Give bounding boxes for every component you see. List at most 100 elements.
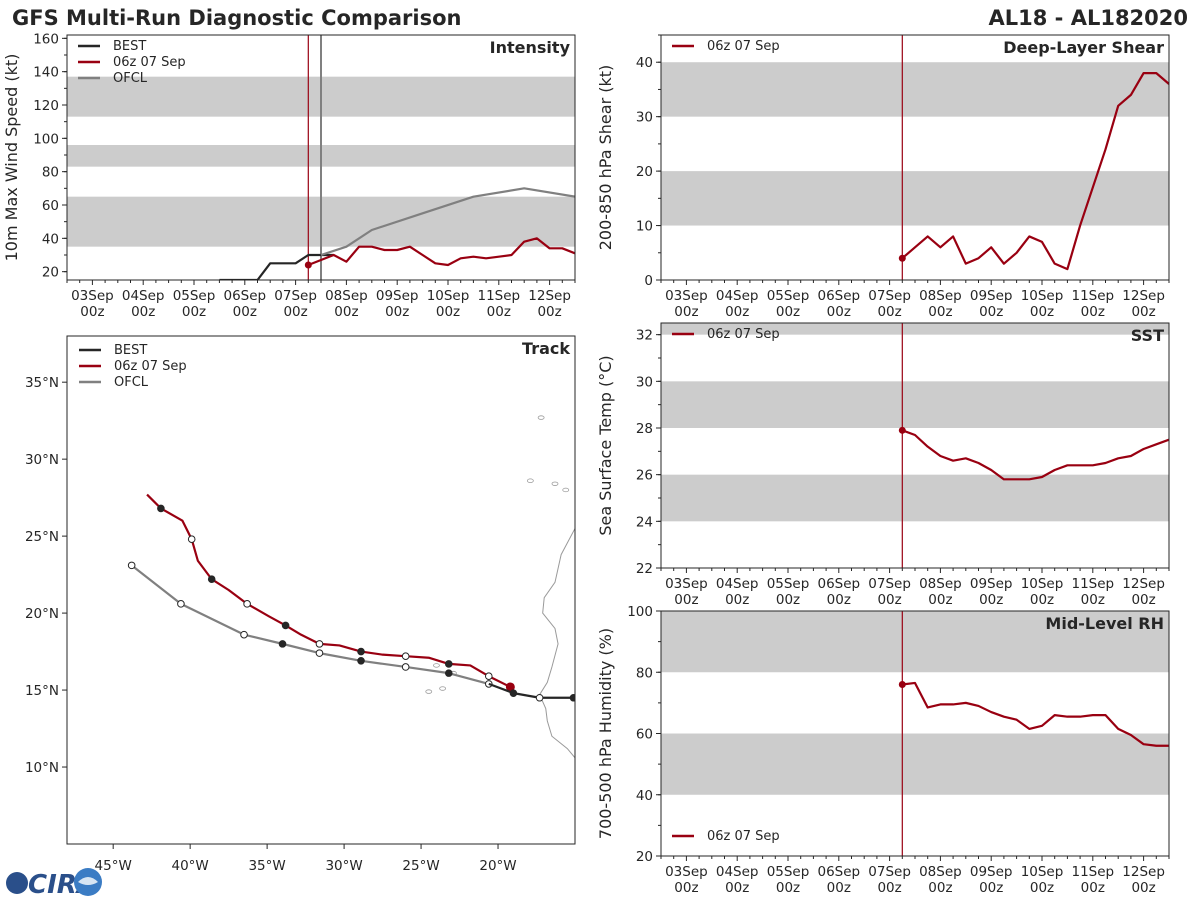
intensity-xtick-sublabel-0: 00z	[80, 304, 104, 320]
sst-xtick-label-0: 03Sep	[665, 576, 708, 592]
track-frame	[66, 335, 576, 845]
shear-xtick-label-6: 09Sep	[970, 288, 1013, 304]
track-series-2-marker-6	[240, 630, 248, 639]
track-series-0-marker-1	[535, 693, 544, 702]
shear-xtick-label-8: 11Sep	[1071, 288, 1114, 304]
shear-xtick-label-9: 12Sep	[1122, 288, 1165, 304]
shear-ytick-label-0: 0	[644, 273, 653, 289]
intensity-xtick-label-6: 09Sep	[376, 288, 419, 304]
sst-frame	[660, 322, 1170, 569]
sst-xtick-sublabel-5: 00z	[928, 592, 952, 608]
rh-xtick-label-4: 07Sep	[868, 864, 911, 880]
shear-xtick-sublabel-0: 00z	[674, 304, 698, 320]
africa-coastline	[539, 528, 575, 768]
shear-title: Deep-Layer Shear	[1003, 38, 1164, 57]
island-3	[587, 482, 593, 486]
shear-band-1	[661, 62, 1169, 117]
sst-xtick-sublabel-4: 00z	[877, 592, 901, 608]
track-title: Track	[522, 339, 570, 358]
intensity-ytick-label-2: 60	[42, 198, 59, 214]
rh-ytick-label-1: 40	[636, 788, 653, 804]
rh-xtick-sublabel-5: 00z	[928, 880, 952, 896]
rh-band-0	[661, 733, 1169, 795]
island-2	[562, 487, 570, 493]
track-series-1-marker-2	[444, 660, 453, 668]
track-series-1-marker-3	[401, 652, 410, 660]
rh-xtick-label-5: 08Sep	[919, 864, 962, 880]
intensity-xtick-label-0: 03Sep	[71, 288, 114, 304]
intensity-xtick-label-7: 10Sep	[427, 288, 470, 304]
track-ytick-label-4: 30°N	[25, 452, 59, 468]
cira-logo-wave-icon	[78, 877, 98, 885]
track-series-2-marker-4	[315, 649, 324, 657]
intensity-series-1-start-point	[304, 261, 312, 269]
storm-id: AL18 - AL182020	[989, 6, 1189, 30]
sst-xtick-label-5: 08Sep	[919, 576, 962, 592]
sst-xtick-sublabel-1: 00z	[725, 592, 749, 608]
track-ytick-label-1: 15°N	[25, 683, 59, 699]
shear-xtick-label-1: 04Sep	[716, 288, 759, 304]
track-ytick-label-0: 10°N	[25, 760, 59, 776]
shear-xtick-sublabel-8: 00z	[1081, 304, 1105, 320]
rh-xtick-label-1: 04Sep	[716, 864, 759, 880]
rh-xtick-sublabel-9: 00z	[1131, 880, 1155, 896]
shear-xtick-sublabel-2: 00z	[776, 304, 800, 320]
sst-xtick-sublabel-6: 00z	[979, 592, 1003, 608]
shear-xtick-label-2: 05Sep	[767, 288, 810, 304]
track-series-1-marker-1	[484, 672, 493, 681]
intensity-ytick-label-6: 140	[33, 65, 59, 81]
shear-ylabel: 200-850 hPa Shear (kt)	[596, 65, 615, 251]
track-series-1-marker-6	[281, 621, 290, 630]
track-ytick-label-5: 35°N	[25, 375, 59, 391]
intensity-xtick-sublabel-7: 00z	[436, 304, 460, 320]
shear-legend-label-0: 06z 07 Sep	[707, 39, 780, 54]
intensity-title: Intensity	[490, 38, 571, 57]
rh-xtick-sublabel-6: 00z	[979, 880, 1003, 896]
island-7	[439, 686, 447, 691]
sst-xtick-label-9: 12Sep	[1122, 576, 1165, 592]
shear-ytick-label-4: 40	[636, 55, 653, 71]
intensity-legend-label-1: 06z 07 Sep	[113, 55, 186, 70]
track-series-2-marker-7	[177, 600, 185, 608]
track-xtick-label-5: 20°W	[479, 858, 516, 874]
shear-xtick-sublabel-4: 00z	[877, 304, 901, 320]
intensity-xtick-sublabel-4: 00z	[283, 304, 307, 320]
shear-series-group	[898, 72, 1169, 271]
sst-xtick-sublabel-9: 00z	[1131, 592, 1155, 608]
intensity-xtick-sublabel-5: 00z	[334, 304, 358, 320]
sst-xtick-label-6: 09Sep	[970, 576, 1013, 592]
shear-series-0	[901, 72, 1169, 271]
intensity-xtick-sublabel-9: 00z	[537, 304, 561, 320]
shear-xtick-sublabel-9: 00z	[1131, 304, 1155, 320]
track-series-2-marker-8	[127, 561, 136, 570]
track-panel: 45°W 40°W 35°W 30°W 25°W 20°W 10°N 15°N 20°N 25°N…	[25, 335, 593, 874]
track-series-2-marker-2	[401, 663, 410, 671]
island-1	[551, 481, 559, 486]
rh-ytick-label-2: 60	[636, 727, 653, 743]
intensity-xtick-label-5: 08Sep	[325, 288, 368, 304]
track-series-1	[146, 493, 511, 688]
track-xtick-label-0: 45°W	[95, 858, 132, 874]
rh-xtick-label-3: 06Sep	[817, 864, 860, 880]
shear-xtick-sublabel-7: 00z	[1030, 304, 1054, 320]
intensity-series-group	[219, 187, 575, 280]
track-series-2-marker-5	[278, 640, 287, 648]
figure-title: GFS Multi-Run Diagnostic Comparison	[12, 6, 461, 30]
shear-series-0-start-point	[898, 254, 906, 262]
rh-title: Mid-Level RH	[1045, 614, 1164, 633]
rh-xtick-label-6: 09Sep	[970, 864, 1013, 880]
sst-xtick-sublabel-8: 00z	[1081, 592, 1105, 608]
intensity-xtick-sublabel-6: 00z	[385, 304, 409, 320]
track-legend-label-2: OFCL	[114, 375, 149, 390]
shear-xtick-label-0: 03Sep	[665, 288, 708, 304]
rh-series-group	[898, 681, 1169, 747]
shear-ytick-label-1: 10	[636, 219, 653, 235]
sst-ytick-label-1: 24	[636, 514, 653, 530]
shear-xtick-label-5: 08Sep	[919, 288, 962, 304]
rh-xtick-sublabel-2: 00z	[776, 880, 800, 896]
shear-xtick-sublabel-5: 00z	[928, 304, 952, 320]
island-6	[433, 663, 440, 668]
intensity-xtick-label-1: 04Sep	[122, 288, 165, 304]
rh-xtick-sublabel-8: 00z	[1081, 880, 1105, 896]
intensity-ytick-label-4: 100	[33, 131, 59, 147]
